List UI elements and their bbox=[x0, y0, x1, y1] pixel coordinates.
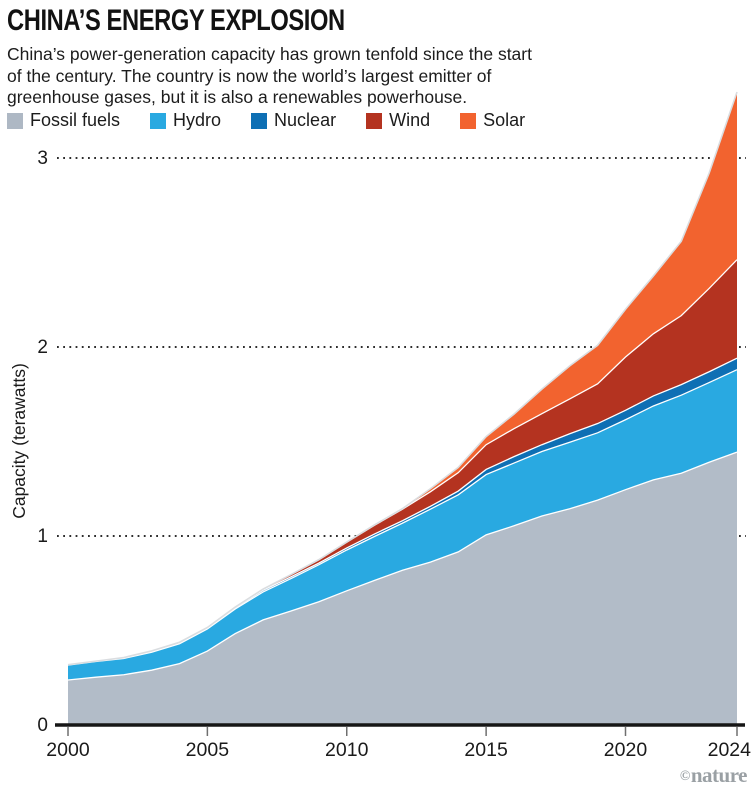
chart-title: CHINA’S ENERGY EXPLOSION bbox=[7, 4, 345, 37]
copyright-symbol: © bbox=[679, 769, 690, 784]
legend-swatch-icon bbox=[150, 112, 167, 129]
legend-item-solar: Solar bbox=[460, 110, 525, 131]
area-hydro bbox=[68, 369, 737, 681]
total-top-edge bbox=[67, 91, 738, 666]
legend-swatch-icon bbox=[366, 112, 383, 129]
legend-swatch-icon bbox=[251, 112, 268, 129]
area-nuclear bbox=[68, 358, 737, 666]
legend-item-wind: Wind bbox=[366, 110, 430, 131]
brand-name: nature bbox=[690, 763, 748, 787]
nature-credit: ©nature bbox=[679, 763, 748, 788]
legend-item-fossil-fuels: Fossil fuels bbox=[7, 110, 120, 131]
x-tick-label-2000: 2000 bbox=[46, 739, 90, 761]
legend-label: Nuclear bbox=[274, 110, 337, 130]
legend-label: Wind bbox=[389, 110, 431, 130]
x-tick-label-2015: 2015 bbox=[464, 739, 508, 761]
chart-subtitle-line: greenhouse gases, but it is also a renew… bbox=[7, 87, 468, 107]
chart-header: CHINA’S ENERGY EXPLOSION China’s power-g… bbox=[7, 4, 627, 109]
separator-hydro bbox=[67, 369, 738, 666]
chart-subtitle-line: of the century. The country is now the w… bbox=[7, 65, 492, 86]
y-tick-label-3: 3 bbox=[37, 148, 48, 169]
legend-item-nuclear: Nuclear bbox=[251, 110, 336, 131]
legend-label: Fossil fuels bbox=[30, 110, 121, 130]
legend-swatch-icon bbox=[7, 112, 23, 129]
separator-fossil-fuels bbox=[67, 451, 738, 681]
legend: Fossil fuels Hydro Nuclear Wind Solar bbox=[7, 110, 525, 131]
x-tick-label-2020: 2020 bbox=[604, 739, 648, 761]
y-tick-label-1: 1 bbox=[37, 526, 48, 547]
area-fossil-fuels bbox=[68, 452, 737, 725]
x-tick-label-2010: 2010 bbox=[325, 739, 369, 761]
legend-label: Solar bbox=[483, 110, 526, 130]
chart-subtitle: China’s power-generation capacity has gr… bbox=[7, 44, 627, 109]
legend-item-hydro: Hydro bbox=[150, 110, 221, 131]
y-tick-label-2: 2 bbox=[37, 337, 48, 358]
y-tick-label-0: 0 bbox=[37, 715, 48, 736]
legend-swatch-icon bbox=[460, 112, 477, 129]
legend-label: Hydro bbox=[173, 110, 222, 130]
y-axis-label: Capacity (terawatts) bbox=[9, 363, 29, 519]
chart-subtitle-line: China’s power-generation capacity has gr… bbox=[7, 44, 532, 64]
x-tick-label-2005: 2005 bbox=[186, 739, 230, 761]
x-tick-label-2024: 2024 bbox=[708, 739, 751, 761]
